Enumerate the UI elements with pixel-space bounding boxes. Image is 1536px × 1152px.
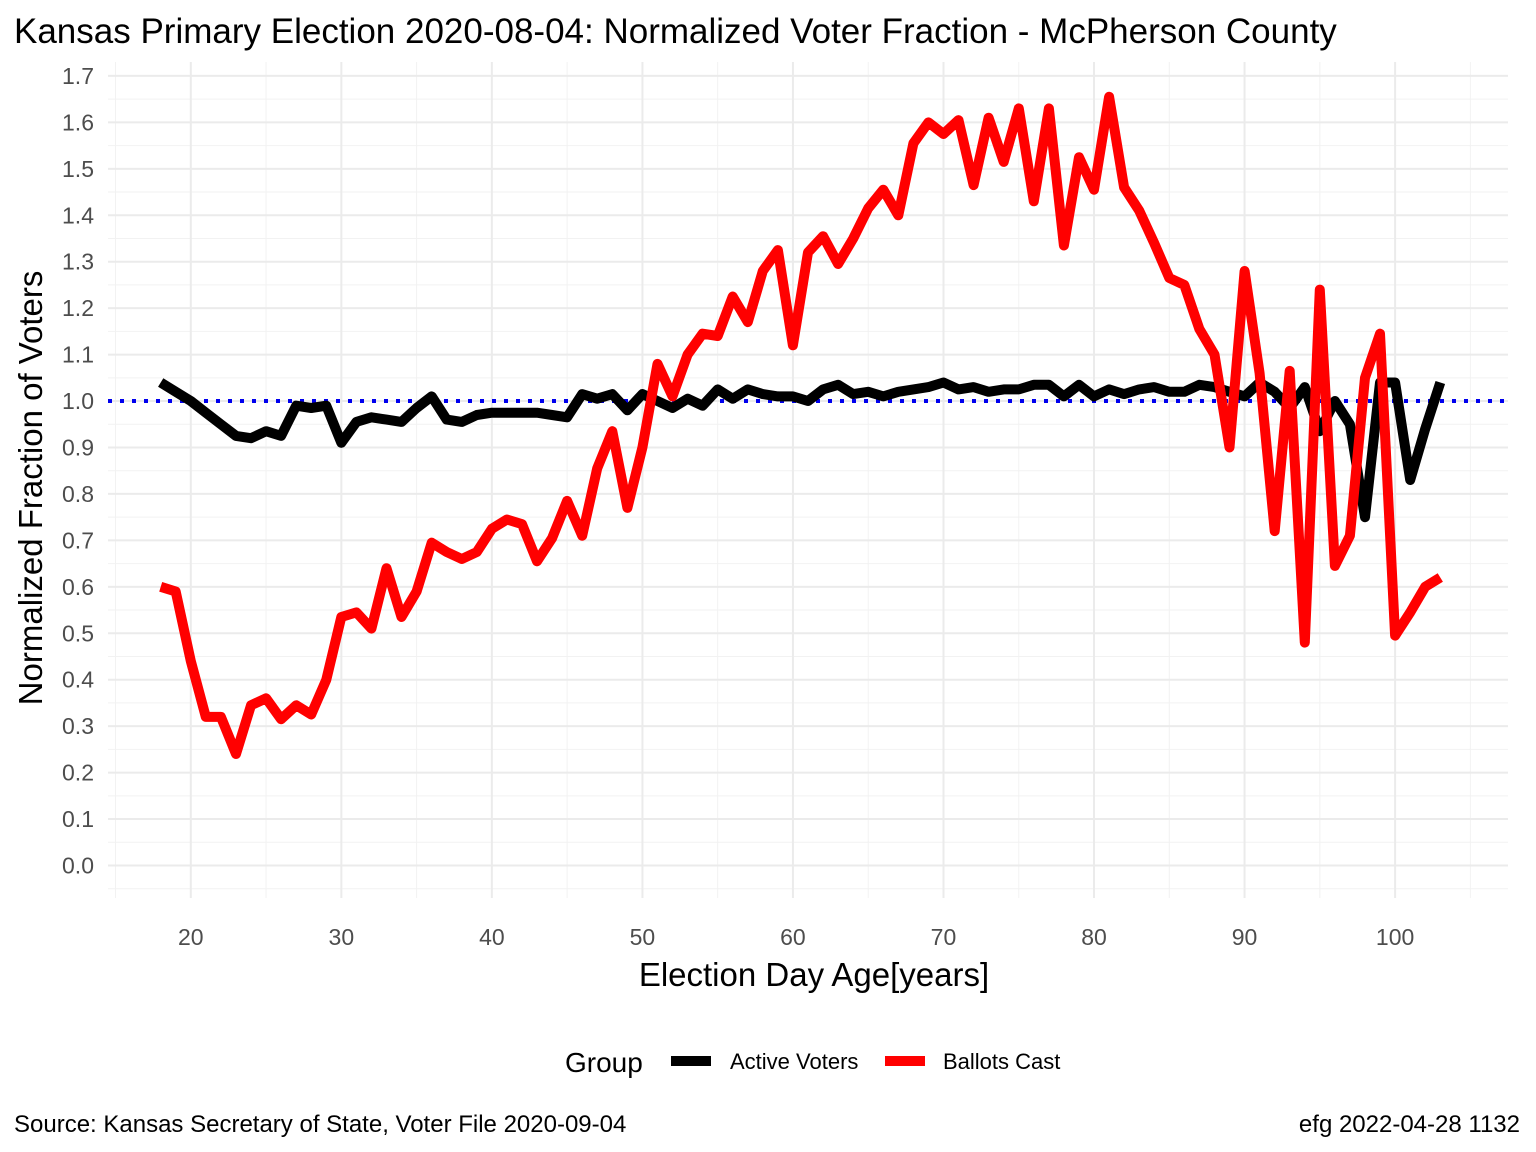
legend-label-active-voters: Active Voters: [730, 1049, 858, 1074]
x-tick-label: 30: [329, 924, 355, 950]
series-layer: [158, 91, 1446, 759]
x-tick-label: 80: [1081, 924, 1107, 950]
y-tick-label: 0.2: [62, 760, 94, 786]
x-tick-label: 70: [931, 924, 957, 950]
y-tick-label: 1.2: [62, 295, 94, 321]
y-tick-label: 1.0: [62, 388, 94, 414]
x-axis-title: Election Day Age[years]: [639, 956, 989, 993]
source-caption: Source: Kansas Secretary of State, Voter…: [14, 1111, 626, 1138]
y-tick-label: 0.9: [62, 434, 94, 460]
y-tick-label: 0.4: [62, 667, 94, 693]
x-tick-label: 100: [1376, 924, 1414, 950]
y-axis-title: Normalized Fraction of Voters: [12, 271, 49, 706]
y-tick-label: 0.8: [62, 481, 94, 507]
x-tick-label: 50: [630, 924, 656, 950]
series-line-ballots-cast: [159, 91, 1443, 759]
chart-title: Kansas Primary Election 2020-08-04: Norm…: [14, 12, 1337, 51]
timestamp-caption: efg 2022-04-28 1132: [1299, 1111, 1520, 1138]
x-tick-label: 40: [479, 924, 505, 950]
y-tick-label: 0.0: [62, 852, 94, 878]
y-tick-label: 1.5: [62, 156, 94, 182]
legend-label-ballots-cast: Ballots Cast: [943, 1049, 1060, 1074]
y-tick-label: 1.4: [62, 202, 94, 228]
y-tick-label: 1.6: [62, 109, 94, 135]
minor-gridlines: [108, 62, 1508, 898]
x-tick-label: 90: [1232, 924, 1258, 950]
y-tick-label: 0.5: [62, 620, 94, 646]
x-tick-label: 60: [780, 924, 806, 950]
x-tick-labels: 20 30 40 50 60 70 80 90 100: [178, 924, 1414, 950]
y-tick-label: 0.7: [62, 527, 94, 553]
y-tick-label: 0.3: [62, 713, 94, 739]
y-tick-label: 1.1: [62, 342, 94, 368]
series-line-active-voters: [158, 377, 1446, 523]
y-tick-label: 0.1: [62, 806, 94, 832]
y-tick-label: 0.6: [62, 574, 94, 600]
legend-title: Group: [565, 1047, 643, 1078]
legend: Group Active Voters Ballots Cast: [565, 1047, 1060, 1078]
y-tick-label: 1.7: [62, 63, 94, 89]
y-tick-labels: 0.0 0.1 0.2 0.3 0.4 0.5 0.6 0.7 0.8 0.9 1.0 1.1 1.2 1…: [62, 63, 94, 879]
x-tick-label: 20: [178, 924, 204, 950]
y-tick-label: 1.3: [62, 249, 94, 275]
